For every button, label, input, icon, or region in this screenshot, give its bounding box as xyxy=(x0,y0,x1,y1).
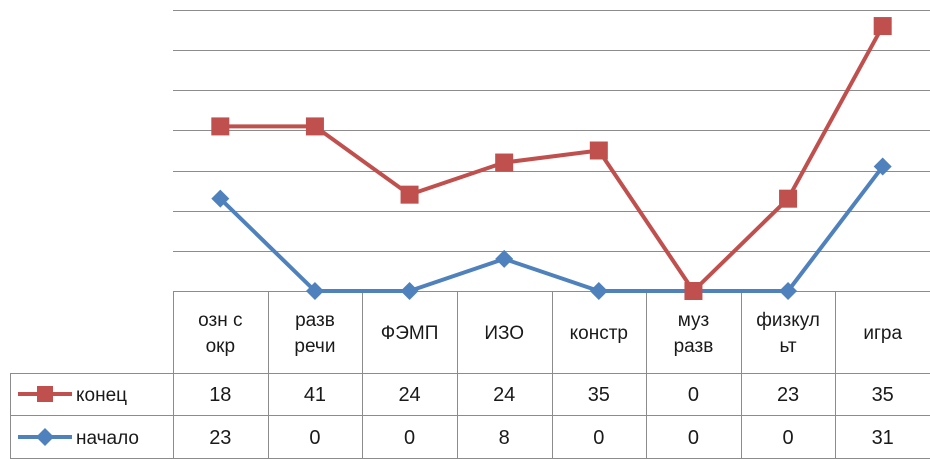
data-point xyxy=(873,17,892,36)
data-point xyxy=(211,117,230,136)
category-label: ИЗО xyxy=(484,323,524,344)
table-cell: 0 xyxy=(593,427,604,449)
category-label: разв речи xyxy=(294,310,335,357)
table-cell: 18 xyxy=(209,384,231,406)
legend-marker xyxy=(37,386,53,402)
table-cell: 23 xyxy=(209,427,231,449)
data-point xyxy=(684,282,703,300)
series-line xyxy=(218,165,885,293)
data-point xyxy=(400,185,419,204)
data-point xyxy=(779,282,798,300)
legend-label: конец xyxy=(76,385,127,406)
table-cell: 41 xyxy=(304,384,326,406)
category-label: озн с окр xyxy=(198,310,242,357)
legend-marker xyxy=(36,428,54,446)
series-lines xyxy=(211,17,892,300)
series-line xyxy=(220,25,885,293)
table-cell: 35 xyxy=(588,384,610,406)
legend-label: начало xyxy=(76,428,139,449)
data-point xyxy=(589,141,608,160)
table-cell: 0 xyxy=(783,427,794,449)
table-cell: 31 xyxy=(872,427,894,449)
data-point xyxy=(305,282,324,300)
category-label: ФЭМП xyxy=(381,323,439,344)
data-point xyxy=(305,117,324,136)
data-point xyxy=(400,282,419,300)
data-point xyxy=(211,189,230,208)
table-cell: 0 xyxy=(309,427,320,449)
category-label: игра xyxy=(863,323,902,344)
table-cell: 0 xyxy=(688,384,699,406)
data-point xyxy=(589,282,608,300)
category-label: муз разв xyxy=(674,310,714,357)
table-cell: 23 xyxy=(777,384,799,406)
data-point xyxy=(495,153,514,172)
table-cell: 8 xyxy=(499,427,510,449)
table-cell: 0 xyxy=(688,427,699,449)
table-cell: 0 xyxy=(404,427,415,449)
table-cell: 35 xyxy=(872,384,894,406)
category-label: физкул ьт xyxy=(756,310,820,357)
gridlines xyxy=(173,10,930,252)
data-point xyxy=(779,189,798,208)
category-label: констр xyxy=(570,323,628,344)
data-table: озн с окр разв речи ФЭМП ИЗО констр муз разв физк… xyxy=(10,291,930,459)
table-cell: 24 xyxy=(493,384,515,406)
data-point xyxy=(495,249,514,268)
data-point xyxy=(873,157,892,176)
table-cell: 24 xyxy=(398,384,420,406)
